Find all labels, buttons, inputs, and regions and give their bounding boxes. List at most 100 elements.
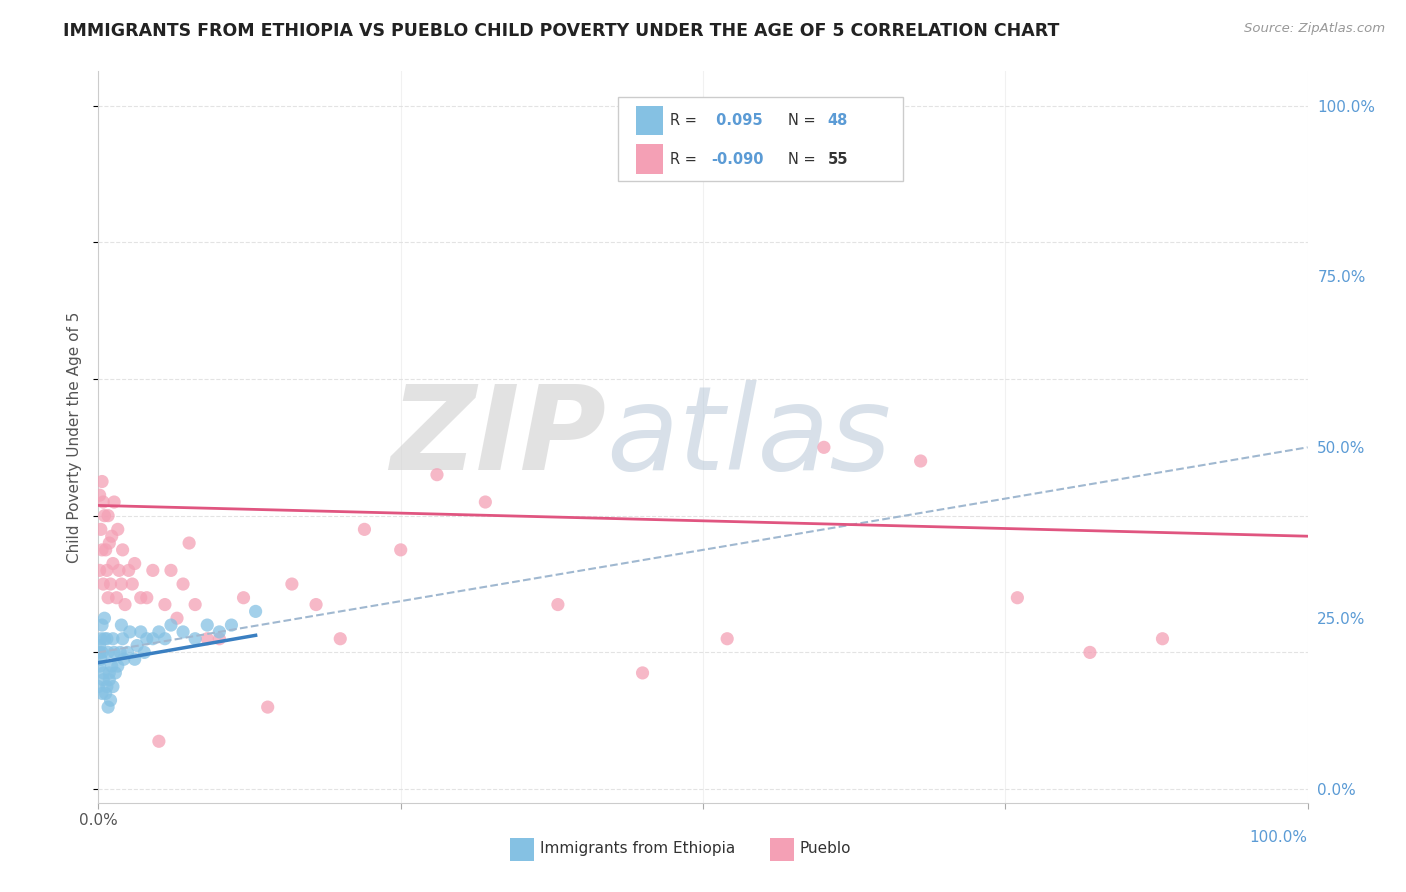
Point [98, 673, 121, 687]
Point [111, 632, 134, 646]
Point [94, 686, 117, 700]
Point [117, 645, 139, 659]
Point [129, 624, 152, 639]
Point [91, 673, 114, 687]
Point [101, 557, 124, 571]
Point [172, 624, 194, 639]
Point [89, 488, 111, 502]
FancyBboxPatch shape [619, 97, 903, 181]
Point [89, 659, 111, 673]
Point [160, 618, 183, 632]
Text: atlas: atlas [606, 380, 891, 494]
Point [172, 577, 194, 591]
Point [716, 632, 738, 646]
Point [127, 639, 149, 653]
Point [90, 522, 112, 536]
Point [1007, 591, 1029, 605]
Point [107, 659, 129, 673]
Point [129, 591, 152, 605]
Text: R =: R = [671, 152, 702, 167]
Point [100, 659, 122, 673]
Point [153, 598, 176, 612]
Point [329, 632, 352, 646]
Point [103, 495, 125, 509]
Point [108, 563, 131, 577]
Point [97, 700, 120, 714]
Point [179, 536, 201, 550]
Point [100, 529, 122, 543]
Point [89, 645, 111, 659]
Point [98, 536, 121, 550]
Point [135, 632, 157, 646]
Point [474, 495, 496, 509]
Text: Immigrants from Ethiopia: Immigrants from Ethiopia [540, 841, 735, 856]
Point [195, 618, 218, 632]
Text: IMMIGRANTS FROM ETHIOPIA VS PUEBLO CHILD POVERTY UNDER THE AGE OF 5 CORRELATION : IMMIGRANTS FROM ETHIOPIA VS PUEBLO CHILD… [63, 22, 1060, 40]
Point [91, 665, 114, 680]
Point [142, 563, 165, 577]
Point [100, 577, 122, 591]
Point [208, 632, 231, 646]
Point [910, 454, 932, 468]
Point [232, 591, 254, 605]
Text: 100.0%: 100.0% [1250, 830, 1308, 845]
Text: R =: R = [671, 113, 702, 128]
Point [124, 557, 146, 571]
Point [118, 563, 141, 577]
Text: N =: N = [787, 113, 820, 128]
Point [91, 645, 114, 659]
Bar [509, 838, 534, 862]
Text: ZIP: ZIP [391, 380, 606, 494]
Point [124, 652, 146, 666]
Text: 0.095: 0.095 [711, 113, 763, 128]
Point [91, 618, 114, 632]
Point [547, 598, 569, 612]
Point [100, 693, 122, 707]
Point [101, 680, 124, 694]
Y-axis label: Child Poverty Under the Age of 5: Child Poverty Under the Age of 5 [67, 311, 83, 563]
Point [184, 632, 207, 646]
Point [142, 632, 165, 646]
Point [97, 508, 120, 523]
Text: N =: N = [787, 152, 820, 167]
Point [195, 632, 218, 646]
Point [91, 475, 114, 489]
Point [96, 680, 118, 694]
Point [281, 577, 304, 591]
Point [148, 734, 170, 748]
Point [813, 440, 835, 454]
Text: Pueblo: Pueblo [800, 841, 851, 856]
Point [148, 624, 170, 639]
Point [245, 604, 267, 618]
Bar [637, 145, 664, 174]
Point [114, 598, 136, 612]
Point [1078, 645, 1101, 659]
Point [96, 632, 118, 646]
Point [94, 542, 117, 557]
Point [97, 645, 120, 659]
Point [96, 563, 118, 577]
Text: -0.090: -0.090 [711, 152, 763, 167]
Point [93, 508, 115, 523]
Point [107, 522, 129, 536]
Text: Source: ZipAtlas.com: Source: ZipAtlas.com [1244, 22, 1385, 36]
Point [135, 591, 157, 605]
Point [91, 542, 114, 557]
Point [98, 665, 121, 680]
Point [91, 686, 114, 700]
Point [118, 624, 141, 639]
Point [1152, 632, 1174, 646]
Point [121, 577, 143, 591]
Bar [637, 106, 664, 136]
Point [97, 591, 120, 605]
Point [87, 680, 110, 694]
Point [93, 632, 115, 646]
Point [104, 665, 127, 680]
Point [153, 632, 176, 646]
Point [305, 598, 328, 612]
Point [208, 624, 231, 639]
Point [256, 700, 278, 714]
Point [101, 632, 124, 646]
Point [184, 598, 207, 612]
Point [105, 591, 128, 605]
